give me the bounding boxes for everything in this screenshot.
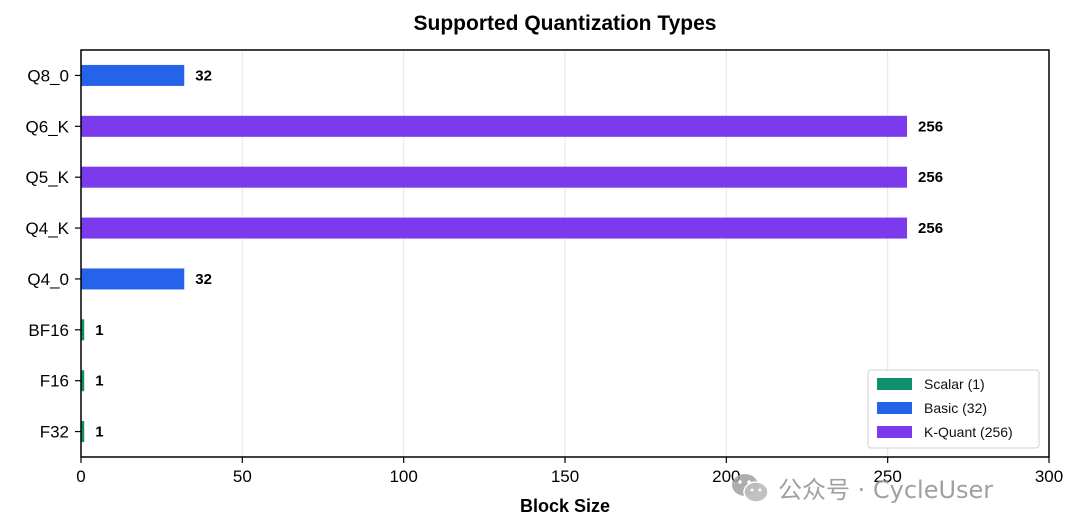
bar <box>81 64 185 86</box>
y-tick-label: Q4_K <box>26 219 70 238</box>
bar <box>81 166 908 188</box>
y-tick-label: Q4_0 <box>27 270 69 289</box>
x-axis-label: Block Size <box>520 496 610 516</box>
bar-value-label: 1 <box>95 322 103 339</box>
legend-swatch <box>877 378 912 390</box>
chart-title: Supported Quantization Types <box>414 12 717 35</box>
y-tick-label: F16 <box>40 372 69 391</box>
y-tick-label: Q8_0 <box>27 66 69 85</box>
bar-value-label: 1 <box>95 424 103 441</box>
legend-label: Scalar (1) <box>924 376 985 392</box>
bars <box>81 64 908 443</box>
y-tick-label: Q6_K <box>26 117 70 136</box>
bar-value-label: 256 <box>918 169 943 186</box>
legend-swatch <box>877 426 912 438</box>
y-tick-label: BF16 <box>28 321 69 340</box>
wechat-icon <box>730 471 770 505</box>
bar-value-label: 256 <box>918 118 943 135</box>
x-tick-label: 0 <box>76 467 85 486</box>
watermark-text: 公众号 · CycleUser <box>778 476 994 504</box>
x-tick-label: 100 <box>389 467 417 486</box>
x-tick-label: 250 <box>873 467 901 486</box>
bar <box>81 217 908 239</box>
bar <box>81 268 185 290</box>
bar <box>81 115 908 137</box>
bar <box>81 370 85 392</box>
bar <box>81 319 85 341</box>
x-tick-label: 50 <box>233 467 252 486</box>
legend-label: Basic (32) <box>924 400 987 416</box>
bar <box>81 421 85 443</box>
data-labels: 32 256 256 256 32 1 1 1 <box>95 67 943 440</box>
bar-value-label: 32 <box>195 67 212 84</box>
x-tick-label: 300 <box>1035 467 1063 486</box>
legend-swatch <box>877 402 912 414</box>
bar-value-label: 256 <box>918 220 943 237</box>
x-axis-ticks: 0 50 100 150 200 250 300 <box>76 457 1063 486</box>
y-tick-label: F32 <box>40 423 69 442</box>
watermark: 公众号 · CycleUser <box>730 470 993 505</box>
y-tick-label: Q5_K <box>26 168 70 187</box>
bar-value-label: 32 <box>195 271 212 288</box>
legend: Scalar (1) Basic (32) K-Quant (256) <box>867 369 1040 449</box>
y-axis-ticks: Q8_0 Q6_K Q5_K Q4_K Q4_0 BF16 F16 F32 <box>26 66 81 442</box>
legend-label: K-Quant (256) <box>924 424 1013 440</box>
bar-value-label: 1 <box>95 373 103 390</box>
x-tick-label: 150 <box>551 467 579 486</box>
